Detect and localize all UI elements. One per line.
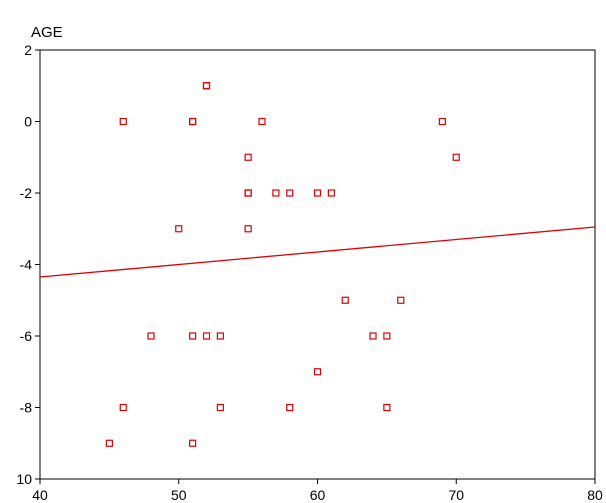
data-point-9 — [244, 189, 252, 197]
data-point-18 — [397, 296, 405, 304]
data-point-31 — [189, 439, 197, 447]
data-point-26 — [119, 403, 127, 412]
regression-line — [39, 226, 596, 278]
data-point-1 — [202, 82, 211, 90]
data-point-28 — [286, 403, 294, 412]
data-point-8 — [452, 153, 460, 161]
x-axis: 40 50 60 70 80 — [32, 479, 603, 503]
x-tick-label-80: 80 — [587, 487, 603, 503]
plot-frame — [39, 49, 596, 480]
data-point-23 — [369, 332, 377, 340]
data-point-16 — [244, 225, 252, 233]
data-point-2 — [119, 117, 127, 126]
data-point-11 — [272, 189, 280, 197]
x-tick-label-70: 70 — [448, 487, 464, 503]
y-tick-label-1: 0 — [24, 114, 32, 130]
data-point-0 — [202, 82, 211, 90]
data-point-25 — [313, 368, 322, 376]
y-axis: 2 0 -2 -4 -6 -8 10 — [16, 42, 40, 487]
data-point-17 — [341, 296, 349, 304]
x-tick-label-60: 60 — [310, 487, 326, 503]
data-point-27 — [216, 403, 224, 412]
x-tick-label-50: 50 — [171, 487, 187, 503]
data-point-4 — [189, 117, 197, 126]
x-tick-label-40: 40 — [32, 487, 48, 503]
y-tick-label-3: -4 — [20, 257, 33, 273]
data-point-21 — [202, 332, 211, 340]
data-point-24 — [383, 332, 391, 340]
data-point-19 — [147, 332, 155, 340]
data-point-10 — [244, 189, 252, 197]
data-point-30 — [105, 439, 113, 447]
data-point-5 — [258, 117, 266, 126]
data-point-3 — [189, 117, 197, 126]
data-point-13 — [313, 189, 322, 197]
y-tick-label-5: -8 — [20, 400, 33, 416]
y-tick-label-0: 2 — [24, 42, 32, 58]
y-tick-label-4: -6 — [20, 328, 33, 344]
data-point-14 — [327, 189, 335, 197]
y-tick-label-6: 10 — [16, 471, 32, 487]
data-point-29 — [383, 403, 391, 412]
data-point-15 — [175, 225, 183, 233]
y-axis-title: AGE — [31, 24, 63, 41]
data-points — [105, 82, 460, 447]
regression-line-group — [39, 226, 596, 278]
data-point-22 — [216, 332, 224, 340]
data-point-12 — [286, 189, 294, 197]
data-point-20 — [189, 332, 197, 340]
data-point-7 — [244, 153, 252, 161]
y-tick-label-2: -2 — [20, 185, 33, 201]
data-point-6 — [438, 117, 446, 126]
